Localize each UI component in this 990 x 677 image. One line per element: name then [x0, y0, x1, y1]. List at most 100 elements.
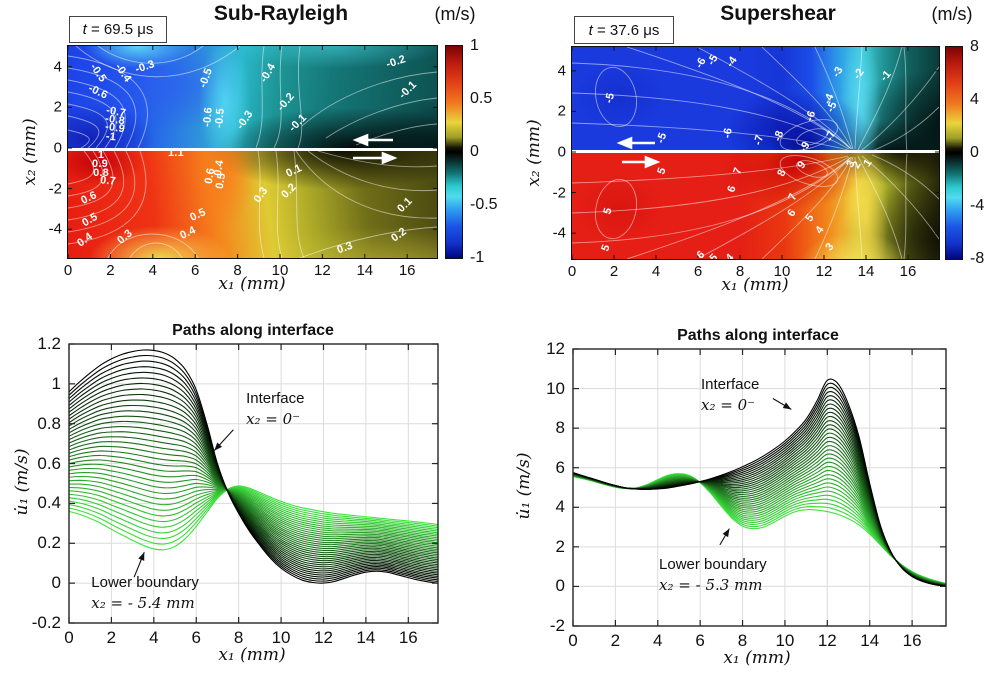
- plot-curve: [68, 360, 439, 581]
- plot-curve: [68, 486, 439, 537]
- x-tick-label: 16: [398, 262, 416, 279]
- x-tick-label: 12: [815, 263, 833, 280]
- plot-curve: [68, 488, 439, 532]
- plot-curve: [68, 445, 439, 554]
- y-tick-label: 0: [557, 143, 566, 161]
- plot-curve: [68, 463, 439, 547]
- y-tick-label: 12: [546, 339, 565, 358]
- x-tick-label: 8: [735, 263, 745, 280]
- y-tick-label: 2: [557, 102, 566, 120]
- annotation: Interface x₂ = 0⁻: [701, 374, 759, 416]
- contour-overlay: [572, 47, 939, 259]
- plot-curve: [68, 488, 439, 534]
- plot-curve: [68, 354, 439, 583]
- colorbar-tick-label: 1: [470, 37, 479, 54]
- x-tick-label: 12: [314, 628, 333, 647]
- y-tick-label: -0.2: [31, 613, 61, 632]
- annotation-math-line: x₂ = 0⁻: [701, 396, 756, 415]
- y-tick-label: -2: [48, 180, 62, 198]
- y-tick-label: 4: [53, 58, 62, 76]
- time-variable: t: [82, 21, 87, 38]
- annotation-arrowhead: [782, 402, 792, 410]
- field-lower-half: [572, 153, 939, 259]
- contour-label: 0.9: [92, 158, 108, 171]
- colorbar-tick-label: -8: [970, 250, 985, 267]
- plot-curve: [68, 393, 439, 571]
- plot-curve: [68, 371, 439, 577]
- plot-curve: [68, 366, 439, 579]
- paths-plot-sub-rayleigh: [68, 343, 439, 629]
- contour-label: -0.5: [213, 107, 227, 129]
- y-tick-label: 0: [555, 576, 565, 596]
- y-tick-label: 1.2: [37, 334, 61, 353]
- plot-curve: [572, 378, 947, 587]
- colorbar-tick-label: -1: [470, 249, 485, 266]
- arrow-left-icon: [352, 133, 369, 147]
- x-tick-label: 8: [233, 262, 242, 279]
- x-tick-label: 10: [773, 263, 791, 280]
- annotation-arrowhead: [722, 528, 730, 538]
- time-variable: t: [588, 21, 593, 39]
- time-label-box-right: t = 37.6 μs: [574, 16, 674, 44]
- line-chart: [68, 343, 439, 624]
- plot-curve: [68, 441, 439, 556]
- x-tick-label: 4: [149, 628, 159, 647]
- colorbar-left: [445, 45, 463, 259]
- x-tick-label: 14: [860, 631, 880, 650]
- y-tick-label: 0.6: [37, 453, 61, 473]
- y-tick-label: 6: [555, 457, 565, 477]
- x-tick-label: 10: [775, 631, 795, 650]
- y-tick-label: -4: [552, 224, 566, 242]
- sub-rayleigh-heatmap: -0.5 -0.4 -0.3 -0.6 -0.7 -0.8 -0.9 -1 -0.5 -0.6 -0…: [67, 45, 438, 259]
- plot-curve: [68, 426, 439, 561]
- x-tick-label: 8: [233, 628, 244, 647]
- y-tick-label: 0: [53, 139, 62, 157]
- plot-curve: [68, 485, 439, 551]
- colorbar-tick-label: -4: [970, 197, 985, 214]
- plot-curve: [68, 399, 439, 569]
- contour-label: -6: [721, 126, 735, 139]
- plot-curve: [68, 415, 439, 564]
- colorbar-tick-label: 0: [970, 144, 979, 161]
- x-tick-label: 0: [568, 631, 578, 650]
- annotation-text-line: Interface: [701, 376, 760, 394]
- x-tick-label: 6: [695, 631, 705, 650]
- y-axis-label: u̇₁ (m/s): [514, 452, 534, 520]
- field-lower-half: [68, 151, 437, 258]
- x-tick-label: 14: [857, 263, 875, 280]
- plot-title-left: Paths along interface: [172, 322, 334, 339]
- annotation-text-line: Lower boundary: [659, 555, 767, 573]
- annotation: Lower boundary x₂ = - 5.4 mm: [91, 572, 199, 614]
- colorbar-right: [945, 46, 963, 260]
- axis-box: [68, 343, 439, 624]
- x-tick-label: 16: [902, 631, 922, 650]
- colorbar-units-left: (m/s): [434, 4, 476, 24]
- annotation-text-line: Interface: [246, 389, 305, 407]
- annotation-arrowhead: [138, 552, 145, 561]
- y-tick-label: 10: [546, 378, 565, 398]
- y-tick-label: 2: [555, 536, 565, 556]
- x-axis-label: x₁ (mm): [721, 275, 789, 295]
- plot-curve: [68, 436, 439, 557]
- x-tick-label: 12: [817, 631, 837, 650]
- plot-curve: [68, 479, 439, 541]
- y-tick-label: 0: [51, 573, 61, 593]
- y-tick-label: -4: [48, 220, 62, 238]
- x-tick-label: 14: [356, 628, 376, 647]
- x-tick-label: 6: [191, 628, 201, 647]
- y-tick-label: 0.8: [37, 413, 61, 433]
- y-axis-label: x₂ (mm): [20, 118, 40, 186]
- plot-curve: [68, 431, 439, 559]
- y-axis-label: u̇₁ (m/s): [12, 448, 32, 516]
- plot-curve: [68, 388, 439, 572]
- plot-curve: [68, 459, 439, 549]
- plot-curve: [68, 349, 439, 584]
- x-tick-label: 8: [737, 631, 748, 650]
- plot-curve: [68, 382, 439, 574]
- x-tick-label: 12: [314, 262, 331, 279]
- line-chart: [572, 348, 947, 627]
- plot-curve: [68, 404, 439, 567]
- plot-curve: [68, 410, 439, 566]
- y-tick-label: 2: [53, 98, 62, 116]
